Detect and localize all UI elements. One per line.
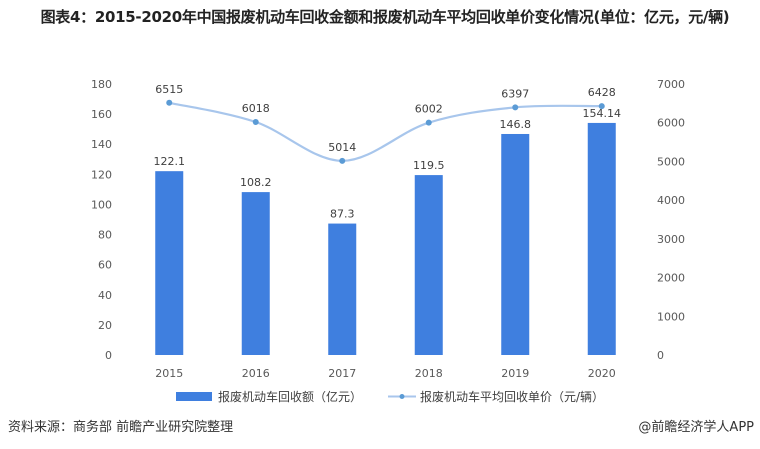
line-marker: [252, 119, 259, 126]
line-marker: [166, 99, 173, 106]
line-data-label: 6002: [415, 103, 443, 116]
line-marker: [339, 157, 346, 164]
bar-data-label: 87.3: [330, 208, 355, 221]
line-series: [169, 101, 602, 162]
line-data-label: 6018: [242, 102, 270, 115]
right-axis-tick: 4000: [657, 194, 685, 207]
source-note: 资料来源：商务部 前瞻产业研究院整理: [8, 420, 234, 435]
line-data-label: 6397: [501, 87, 529, 100]
bar: [414, 175, 443, 355]
right-axis-tick: 3000: [657, 233, 685, 246]
right-axis-tick: 5000: [657, 155, 685, 168]
legend-line-label: 报废机动车平均回收单价（元/辆）: [420, 389, 604, 404]
bar: [328, 223, 357, 355]
line-marker: [598, 103, 605, 110]
bar: [501, 133, 530, 355]
x-axis-tick: 2017: [328, 367, 356, 380]
right-axis-tick: 2000: [657, 272, 685, 285]
left-axis-tick: 80: [98, 229, 112, 242]
x-axis-tick: 2019: [501, 367, 529, 380]
bar-data-label: 122.1: [154, 155, 186, 168]
right-axis-tick: 6000: [657, 117, 685, 130]
left-axis-tick: 160: [91, 108, 112, 121]
bar: [155, 171, 184, 355]
right-axis-tick: 0: [657, 349, 664, 362]
left-axis-tick: 140: [91, 138, 112, 151]
credit-note: @前瞻经济学人APP: [638, 420, 754, 435]
left-axis-tick: 120: [91, 168, 112, 181]
left-axis-tick: 0: [105, 349, 112, 362]
x-axis-tick: 2020: [588, 367, 616, 380]
x-axis-tick: 2015: [155, 367, 183, 380]
left-axis-tick: 40: [98, 289, 112, 302]
bar-data-label: 146.8: [500, 118, 532, 131]
x-axis-tick: 2018: [415, 367, 443, 380]
legend-bar-swatch: [176, 392, 212, 401]
bar: [241, 192, 270, 355]
line-marker: [425, 119, 432, 126]
bar-data-label: 108.2: [240, 176, 272, 189]
left-axis-tick: 100: [91, 198, 112, 211]
legend-line-marker: [399, 394, 405, 399]
left-axis-tick: 60: [98, 259, 112, 272]
bar-data-label: 119.5: [413, 159, 445, 172]
line-data-label: 6428: [588, 86, 616, 99]
line-data-label: 5014: [328, 141, 356, 154]
x-axis-tick: 2016: [242, 367, 270, 380]
right-axis-tick: 1000: [657, 310, 685, 323]
line-marker: [512, 104, 519, 111]
bar-data-label: 154.14: [583, 107, 622, 120]
bar: [587, 122, 616, 355]
right-axis-tick: 7000: [657, 78, 685, 91]
chart-title: 图表4：2015-2020年中国报废机动车回收金额和报废机动车平均回收单价变化情…: [40, 8, 730, 26]
left-axis-tick: 20: [98, 319, 112, 332]
legend-bar-label: 报废机动车回收额（亿元）: [218, 389, 362, 404]
line-data-label: 6515: [155, 83, 183, 96]
left-axis-tick: 180: [91, 78, 112, 91]
